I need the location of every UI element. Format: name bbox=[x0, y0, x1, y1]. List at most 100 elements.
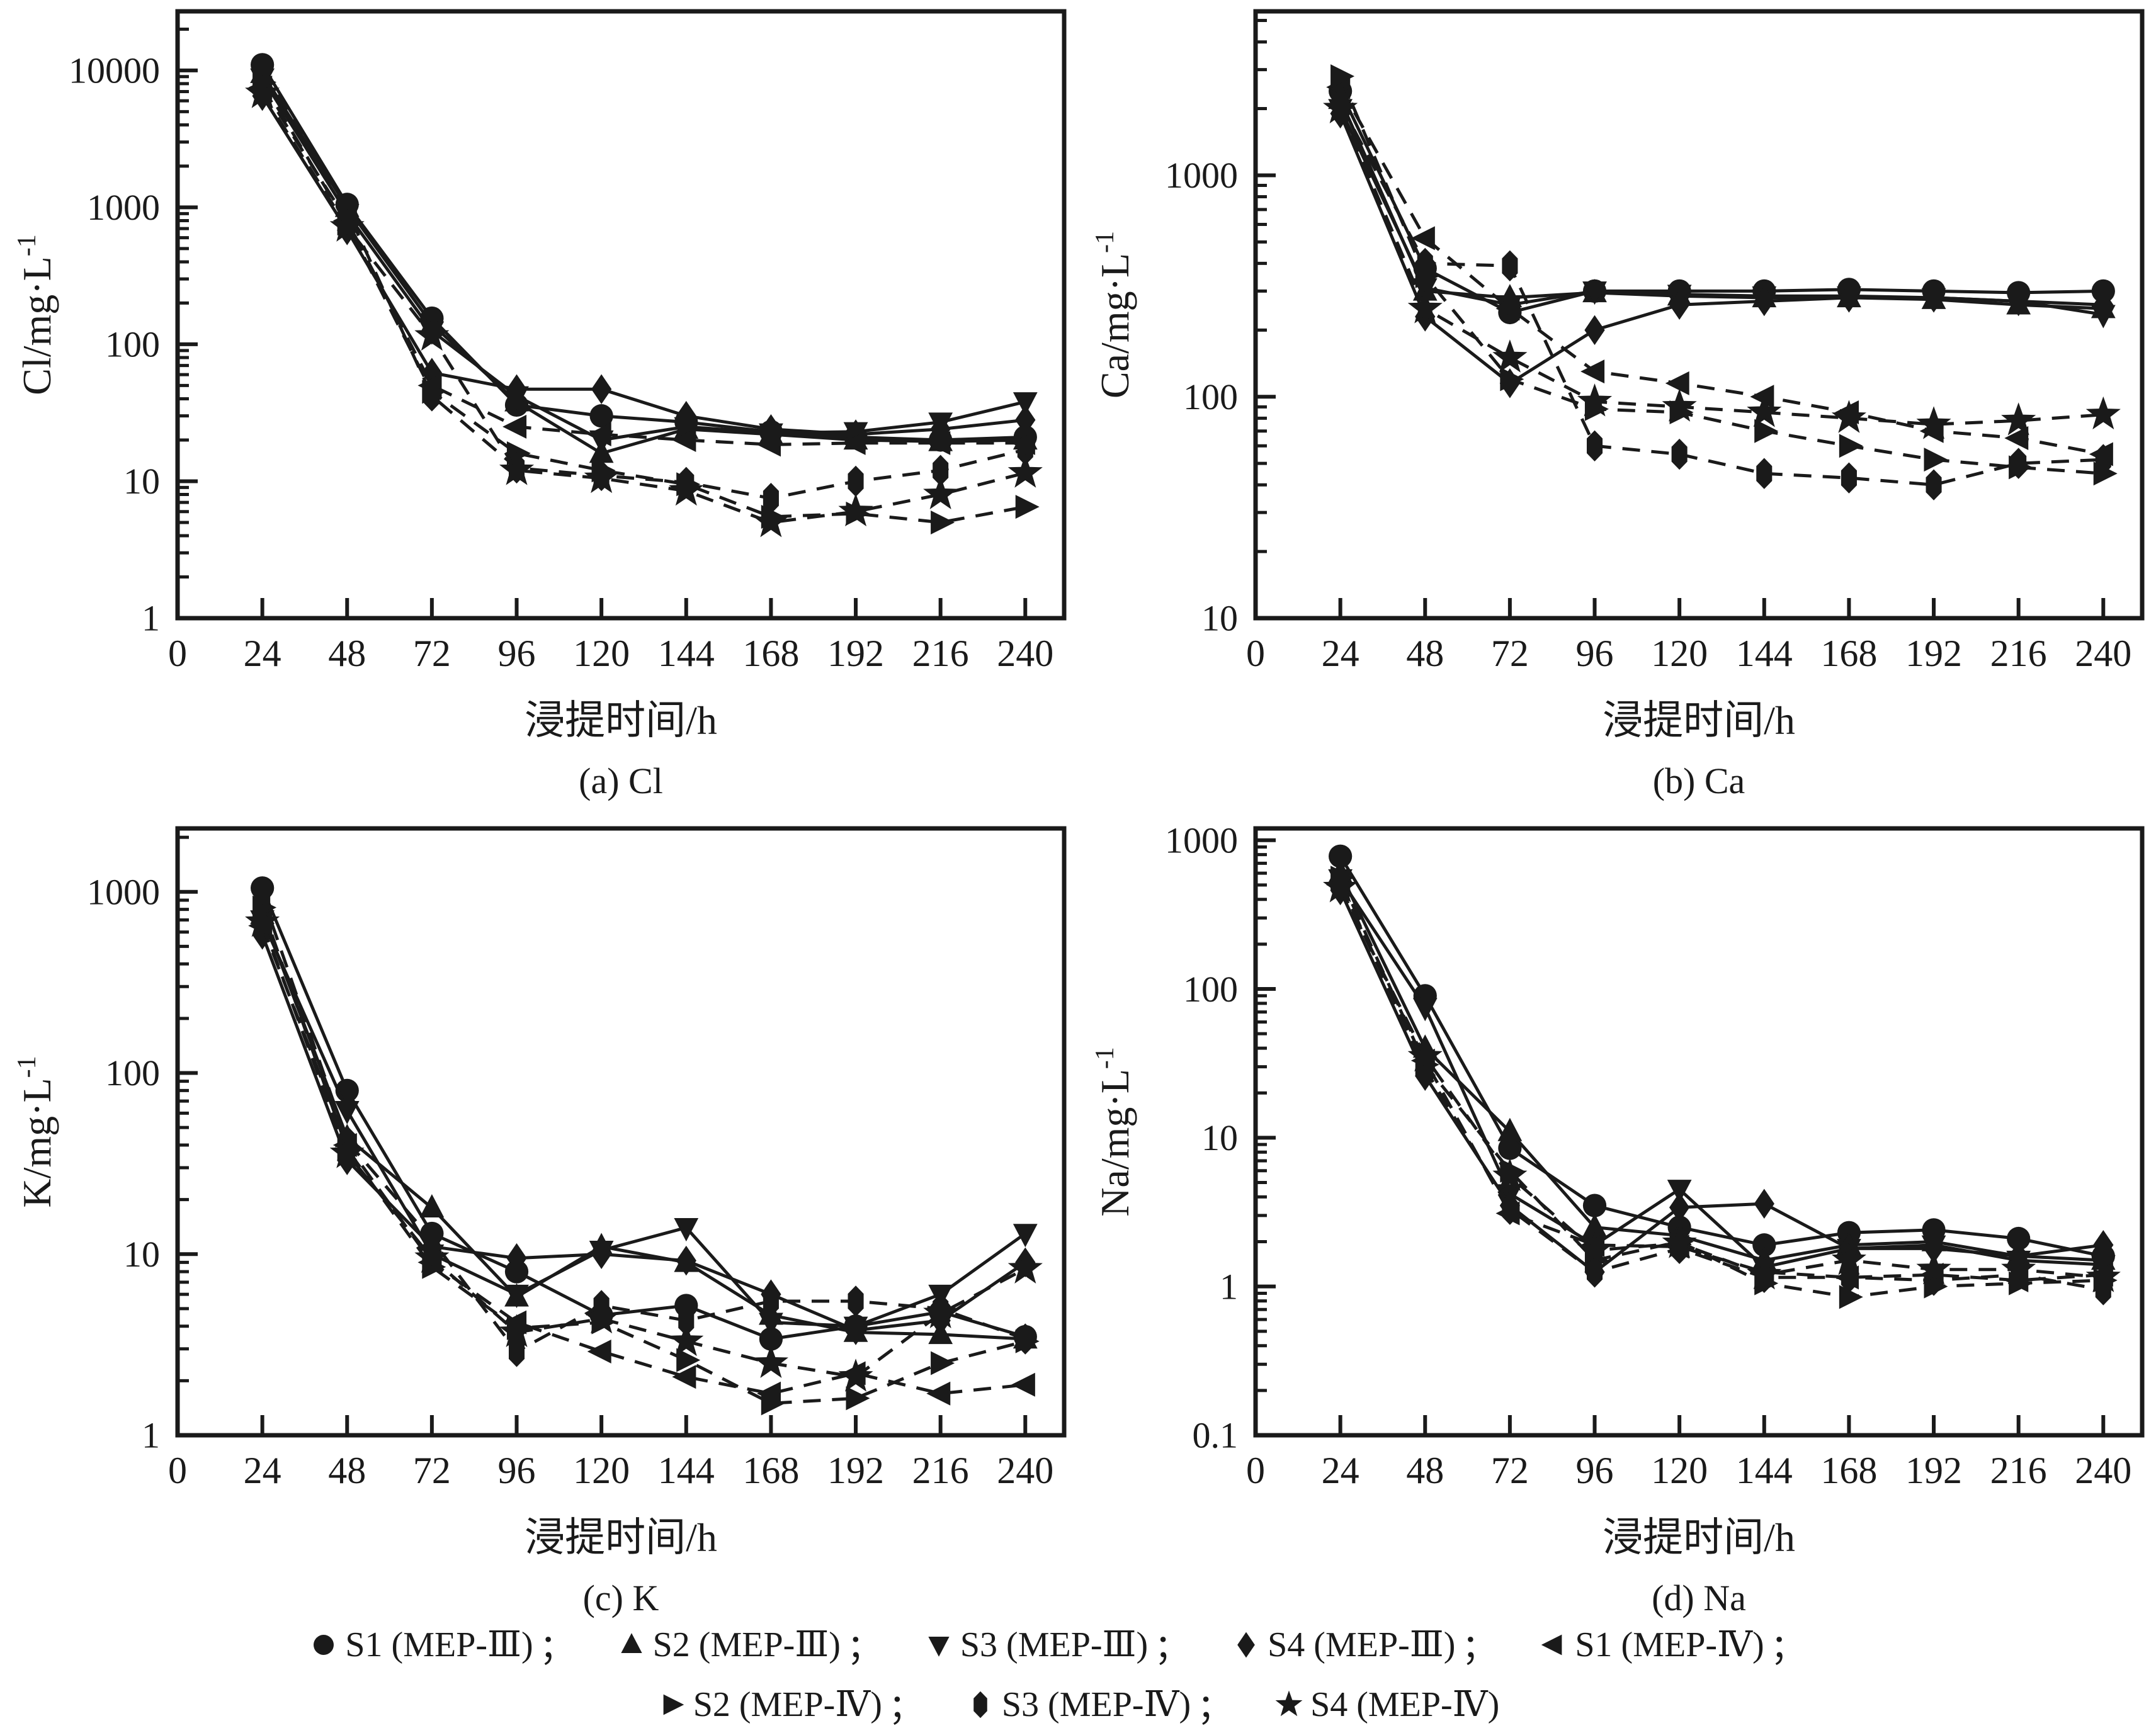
series-markers-1 bbox=[251, 876, 1037, 1351]
star-marker-icon bbox=[499, 452, 535, 485]
legend-label: S1 (MEP-Ⅲ) bbox=[345, 1625, 533, 1664]
hexagon-marker-icon bbox=[763, 482, 779, 514]
x-tick-label: 216 bbox=[912, 1450, 969, 1491]
legend-label: S3 (MEP-Ⅲ) bbox=[960, 1625, 1149, 1664]
diamond-marker-icon bbox=[1923, 283, 1944, 313]
series-line-8 bbox=[1339, 108, 2104, 426]
series-line-3 bbox=[1339, 878, 2104, 1269]
x-tick-label: 24 bbox=[244, 633, 281, 674]
star-marker-icon bbox=[2001, 402, 2036, 436]
star-marker-icon bbox=[2085, 396, 2121, 430]
diamond-marker-icon bbox=[591, 374, 612, 405]
diamond-marker-icon bbox=[2093, 1230, 2114, 1260]
star-marker-icon bbox=[1831, 400, 1866, 433]
legend-label: S4 (MEP-Ⅲ) bbox=[1268, 1625, 1456, 1664]
star-marker-icon bbox=[1007, 454, 1043, 488]
star-marker-icon bbox=[753, 1345, 788, 1378]
triangle-up-marker-icon bbox=[1582, 1213, 1607, 1237]
y-tick-label: 100 bbox=[105, 1053, 160, 1093]
series-markers-7 bbox=[254, 880, 1033, 1367]
triangle-down-marker-icon bbox=[334, 1101, 360, 1125]
x-axis-label: 浸提时间/h bbox=[525, 1515, 717, 1560]
star-marker-icon bbox=[1916, 1251, 1951, 1285]
diamond-marker-icon bbox=[2008, 286, 2029, 317]
x-tick-label: 168 bbox=[742, 1450, 799, 1491]
x-tick-label: 144 bbox=[658, 1450, 715, 1491]
legend-item: S1 (MEP-Ⅳ)； bbox=[1538, 1619, 1847, 1670]
series-markers-8 bbox=[1323, 90, 2121, 439]
triangle-right-marker-icon bbox=[1839, 434, 1863, 458]
x-tick-label: 144 bbox=[1736, 1450, 1793, 1491]
series-markers-5 bbox=[248, 913, 1035, 1406]
series-line-1 bbox=[261, 64, 1026, 442]
x-tick-label: 144 bbox=[658, 633, 715, 674]
star-marker-icon bbox=[499, 1314, 535, 1347]
x-tick-label: 192 bbox=[1905, 1450, 1962, 1491]
triangle-left-marker-icon bbox=[1495, 296, 1520, 321]
star-marker-icon bbox=[329, 208, 365, 242]
series-line-2 bbox=[1339, 98, 2104, 310]
legend-item: S2 (MEP-Ⅳ)； bbox=[657, 1679, 965, 1730]
triangle-left-marker-icon bbox=[1011, 1372, 1035, 1397]
series-line-3 bbox=[261, 919, 1026, 1328]
x-tick-label: 48 bbox=[328, 1450, 366, 1491]
series-line-4 bbox=[261, 934, 1026, 1332]
series-markers-7 bbox=[1332, 867, 2111, 1306]
star-marker-icon bbox=[1662, 388, 1697, 422]
chart-a-cl: 1 10 100 1000 10000 0 24 48 72 96 120 144 168 192 216 2… bbox=[0, 3, 1078, 802]
star-marker-icon bbox=[1916, 406, 1951, 439]
hexagon-icon bbox=[973, 1691, 987, 1718]
star-marker-icon bbox=[1662, 1225, 1697, 1258]
diamond-marker-icon bbox=[1839, 283, 1859, 313]
y-tick-label: 1000 bbox=[1165, 155, 1238, 196]
diamond-marker-icon bbox=[1923, 1233, 1944, 1264]
series-line-1 bbox=[1339, 90, 2104, 315]
triangle-left-marker-icon bbox=[841, 431, 866, 455]
circle-marker-icon bbox=[589, 404, 613, 428]
triangle-left-marker-icon bbox=[1580, 359, 1605, 384]
triangle-right-marker-icon bbox=[1924, 448, 1948, 472]
legend-label: S1 (MEP-Ⅳ) bbox=[1575, 1625, 1764, 1664]
triangle-down-marker-icon bbox=[504, 1284, 529, 1308]
circle-marker-icon bbox=[2007, 1226, 2031, 1251]
chart-c-k: 1 10 100 1000 0 24 48 72 96 120 144 168 192 216 240 K/m… bbox=[0, 820, 1078, 1619]
triangle-left-marker-icon bbox=[2004, 426, 2029, 451]
hexagon-marker-icon bbox=[973, 1691, 987, 1718]
hexagon-marker-icon bbox=[848, 1285, 864, 1317]
chart-caption: (b) Ca bbox=[1653, 760, 1745, 801]
series-line-2 bbox=[261, 72, 1026, 455]
star-marker-icon bbox=[838, 493, 873, 527]
hexagon-marker-icon bbox=[424, 380, 440, 412]
diamond-marker-icon bbox=[676, 1245, 696, 1276]
series-line-4 bbox=[1339, 113, 2104, 385]
x-tick-label: 96 bbox=[1576, 1450, 1614, 1491]
series-markers-4 bbox=[1330, 875, 2114, 1287]
triangle-up-marker-icon bbox=[419, 1194, 445, 1218]
y-tick-label: 10 bbox=[123, 1234, 160, 1275]
x-tick-label: 168 bbox=[1820, 633, 1877, 674]
hexagon-marker-icon bbox=[1756, 458, 1773, 489]
y-tick-label: 100 bbox=[1183, 376, 1238, 417]
circle-icon bbox=[314, 1634, 334, 1655]
x-tick-label: 216 bbox=[912, 633, 969, 674]
triangle-right-marker-icon bbox=[676, 1348, 701, 1372]
star-icon bbox=[1275, 1690, 1303, 1716]
series-line-7 bbox=[1339, 103, 2104, 487]
legend-item: S3 (MEP-Ⅲ)； bbox=[924, 1619, 1231, 1670]
triangle-left-marker-icon bbox=[926, 431, 951, 455]
y-axis-label: Cl/mg·L-1 bbox=[13, 234, 59, 395]
y-tick-label: 10 bbox=[123, 461, 160, 502]
x-axis-label: 浸提时间/h bbox=[1603, 1515, 1795, 1560]
star-marker-icon bbox=[753, 504, 788, 538]
y-tick-label: 100 bbox=[105, 324, 160, 365]
series-line-8 bbox=[261, 92, 1026, 524]
series-line-3 bbox=[261, 77, 1026, 442]
series-markers-1 bbox=[251, 53, 1037, 452]
x-tick-label: 120 bbox=[573, 1450, 630, 1491]
x-tick-label: 120 bbox=[1651, 633, 1708, 674]
series-line-5 bbox=[261, 86, 1026, 446]
triangle-left-marker-icon bbox=[587, 1339, 611, 1363]
chart-caption: (c) K bbox=[583, 1578, 659, 1618]
x-tick-label: 48 bbox=[1406, 633, 1444, 674]
legend-label: S2 (MEP-Ⅳ) bbox=[693, 1685, 882, 1724]
